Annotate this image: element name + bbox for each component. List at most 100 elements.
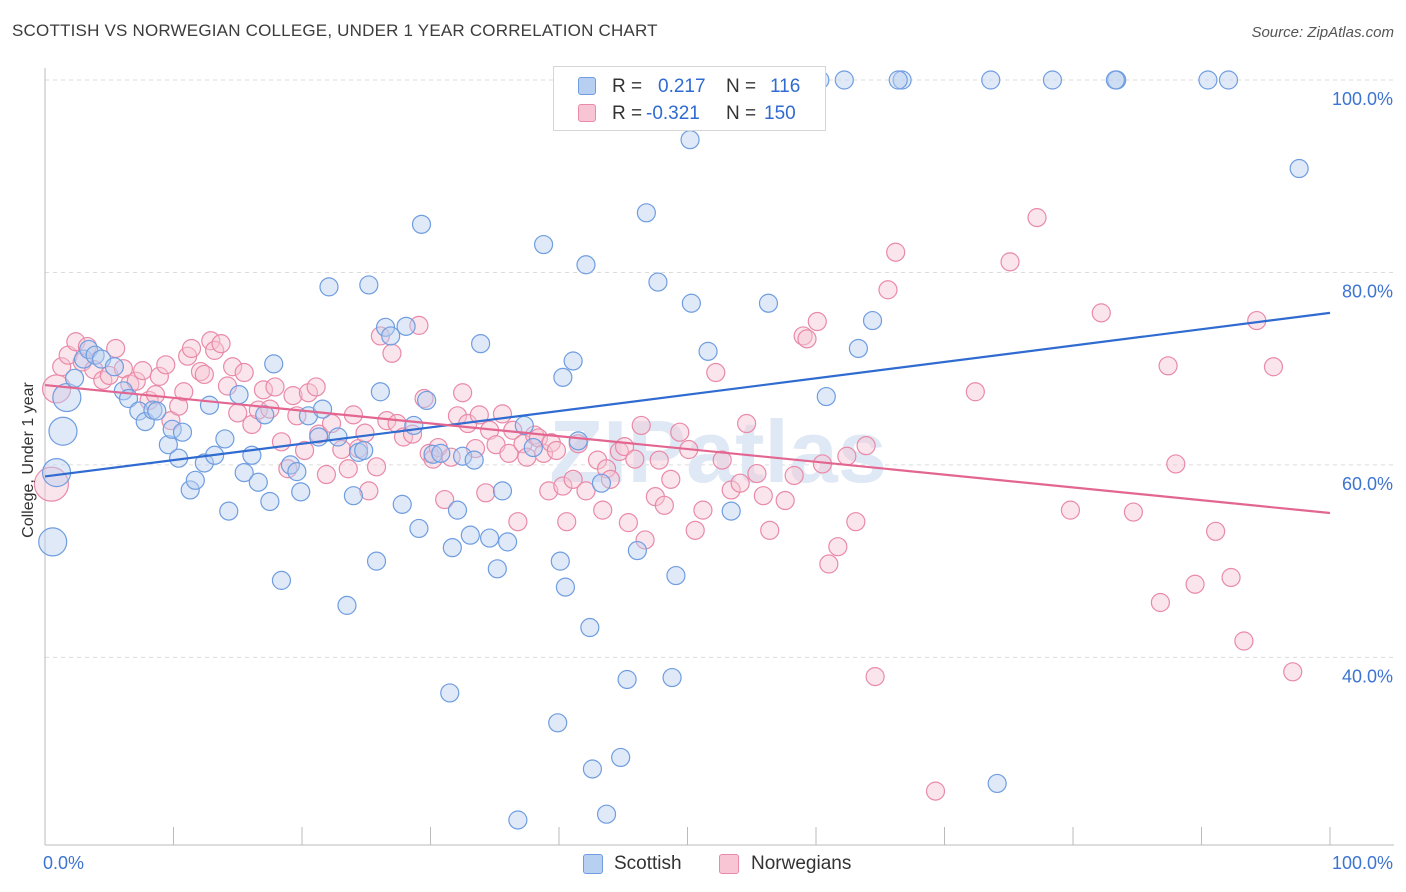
- legend-row-norwegians: R = -0.321 N = 150: [554, 100, 825, 128]
- norwegian-point: [737, 413, 757, 434]
- norwegian-point: [211, 334, 231, 354]
- scottish-point: [234, 463, 254, 483]
- norwegian-point: [539, 481, 559, 501]
- scottish-point: [328, 427, 348, 447]
- norwegian-point: [382, 343, 402, 363]
- scottish-point: [453, 446, 473, 466]
- scottish-point: [319, 277, 339, 297]
- n-label: N =: [726, 103, 757, 124]
- norwegian-point: [557, 512, 577, 532]
- norwegian-point: [685, 520, 705, 540]
- scottish-point: [1042, 70, 1063, 90]
- norwegian-point: [1221, 567, 1241, 588]
- scottish-point: [409, 518, 429, 539]
- scottish-point: [627, 540, 647, 561]
- scottish-point: [862, 310, 883, 331]
- scottish-point: [264, 354, 284, 374]
- norwegian-point: [819, 554, 839, 574]
- scottish-point: [548, 713, 568, 733]
- norwegian-point: [298, 383, 319, 403]
- scottish-point: [580, 617, 600, 638]
- scottish-point: [392, 494, 412, 514]
- scottish-point: [617, 669, 637, 690]
- scottish-point: [1105, 70, 1126, 90]
- norwegian-point: [499, 443, 519, 463]
- norwegian-point: [453, 383, 473, 403]
- scottish-point: [381, 326, 401, 346]
- norwegian-point: [865, 667, 885, 687]
- norwegian-point: [133, 361, 153, 381]
- norwegian-point: [576, 481, 596, 501]
- norwegian-point: [553, 476, 573, 496]
- scottish-point: [1289, 158, 1309, 179]
- scottish-point: [287, 462, 307, 482]
- x-tick-label: 0.0%: [43, 853, 84, 873]
- norwegian-point: [52, 357, 72, 377]
- norwegian-point: [886, 242, 906, 262]
- norwegian-point: [693, 500, 713, 520]
- scottish-point: [396, 316, 416, 336]
- norwegian-point: [1185, 574, 1205, 594]
- norwegian-point: [435, 489, 455, 510]
- scottish-point: [199, 395, 220, 415]
- scottish-point: [48, 416, 78, 446]
- norwegian-point: [181, 338, 202, 359]
- scottish-point: [423, 444, 443, 464]
- scottish-point: [194, 453, 214, 473]
- scottish-point: [343, 486, 363, 506]
- trendlines: [44, 311, 1331, 515]
- scottish-point: [447, 500, 468, 520]
- norwegian-point: [596, 459, 617, 479]
- norwegian-point: [338, 459, 358, 479]
- scottish-point: [596, 804, 617, 824]
- scottish-point: [662, 667, 682, 688]
- norwegian-point: [126, 371, 146, 391]
- chart-title: SCOTTISH VS NORWEGIAN COLLEGE, UNDER 1 Y…: [12, 21, 658, 40]
- r-label: R =: [612, 103, 643, 124]
- norwegian-point: [359, 481, 379, 501]
- scottish-point: [312, 399, 333, 419]
- scottish-point: [404, 415, 424, 436]
- norwegian-point: [965, 382, 985, 402]
- legend-row-scottish: R = 0.217 N = 116: [554, 73, 825, 101]
- norwegian-point: [1263, 357, 1284, 377]
- n-value: 116: [770, 76, 801, 97]
- norwegian-point: [631, 415, 651, 436]
- scottish-point: [337, 595, 357, 615]
- norwegian-point: [760, 520, 780, 540]
- scottish-point: [460, 525, 480, 545]
- scottish-point: [848, 338, 869, 359]
- norwegian-point: [661, 469, 681, 489]
- norwegian-point: [784, 465, 804, 486]
- norwegian-point: [837, 446, 857, 466]
- scottish-point: [366, 551, 387, 571]
- norwegian-point: [306, 377, 326, 397]
- scottish-point: [1198, 70, 1218, 90]
- scottish-point: [568, 431, 588, 451]
- source-label: Source: ZipAtlas.com: [1251, 24, 1394, 41]
- norwegian-point: [355, 423, 375, 443]
- norwegian-point: [469, 405, 489, 425]
- scottish-point: [480, 528, 500, 548]
- norwegian-point: [156, 355, 176, 375]
- norwegian-point: [618, 513, 638, 533]
- norwegian-point: [194, 364, 214, 385]
- norwegian-swatch: [578, 104, 596, 122]
- norwegian-point: [649, 450, 669, 470]
- scottish-point: [680, 130, 700, 150]
- correlation-legend: R = 0.217 N = 116 R = -0.321 N = 150: [553, 66, 826, 131]
- scottish-point: [611, 747, 631, 768]
- norwegian-point: [283, 386, 303, 406]
- norwegian-point: [563, 469, 583, 489]
- norwegian-point: [294, 440, 315, 461]
- norwegian-point: [635, 530, 655, 550]
- norwegian-point: [1091, 303, 1111, 323]
- r-label: R =: [612, 76, 643, 97]
- norwegian-point: [316, 464, 337, 485]
- scottish-point: [550, 551, 570, 571]
- scottish-point: [648, 272, 668, 292]
- norwegian-point: [1158, 356, 1178, 376]
- scottish-point: [508, 810, 528, 830]
- scottish-point: [523, 437, 543, 458]
